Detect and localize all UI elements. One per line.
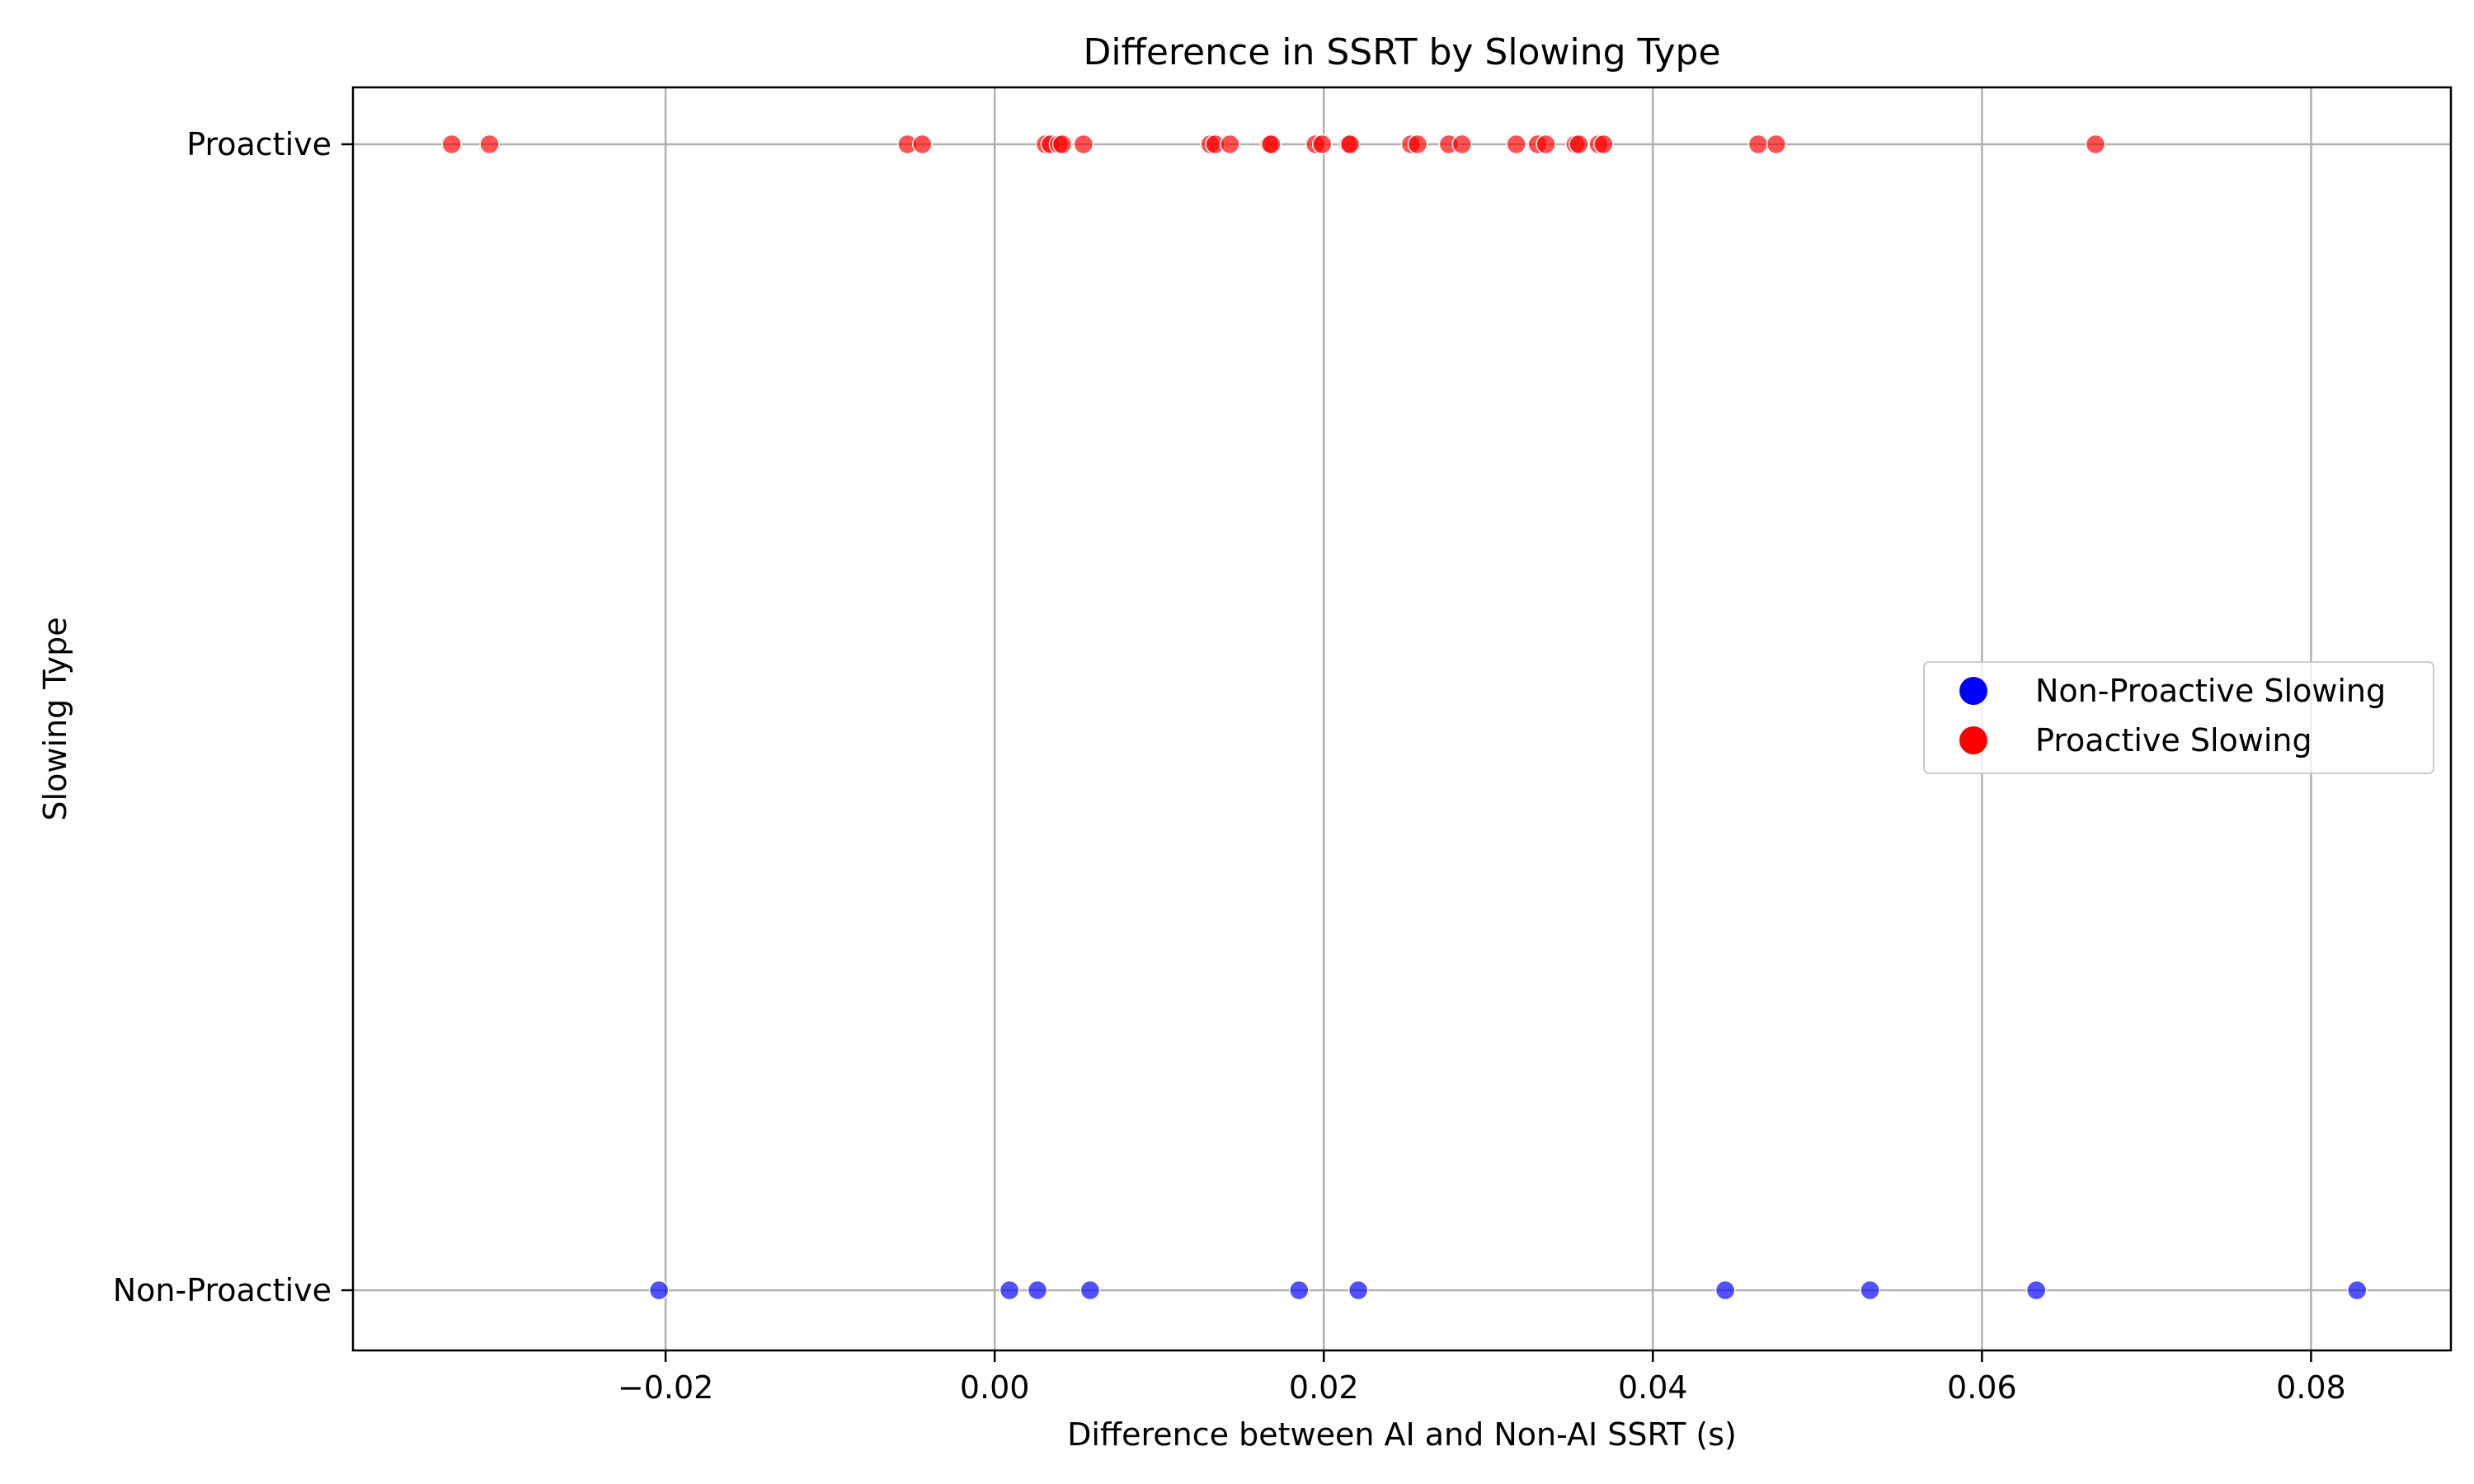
data-point	[1451, 134, 1473, 155]
y-axis-label: Slowing Type	[37, 617, 73, 820]
points-layer	[441, 134, 2368, 1301]
data-point	[1766, 134, 1787, 155]
data-point	[999, 1280, 1020, 1301]
ticks-layer: −0.02 0.00 0.02 0.04 0.06 0.08 Proactive Non-Pr…	[113, 126, 2346, 1406]
data-point	[2085, 134, 2106, 155]
data-point	[479, 134, 500, 155]
legend-label-proactive: Proactive Slowing	[2035, 722, 2312, 758]
data-point	[1593, 134, 1614, 155]
legend: Non-Proactive Slowing Proactive Slowing	[1923, 661, 2434, 774]
x-tick-label: 0.04	[1618, 1369, 1688, 1406]
data-point	[1536, 134, 1556, 155]
data-point	[1860, 1280, 1880, 1301]
data-point	[1311, 134, 1333, 155]
legend-frame	[1923, 661, 2434, 774]
data-point	[1289, 1280, 1310, 1301]
chart-title: Difference in SSRT by Slowing Type	[1083, 31, 1720, 73]
legend-marker-proactive	[1959, 726, 1987, 754]
x-tick-label: 0.00	[960, 1369, 1030, 1406]
data-point	[1339, 134, 1361, 155]
y-tick-label: Proactive	[186, 126, 332, 162]
x-axis-label: Difference between AI and Non-AI SSRT (s…	[1067, 1416, 1737, 1453]
data-point	[1073, 134, 1094, 155]
y-tick-label: Non-Proactive	[113, 1272, 332, 1308]
data-point	[2347, 1280, 2368, 1301]
data-point	[1261, 134, 1282, 155]
data-point	[1079, 1280, 1101, 1301]
x-tick-label: 0.08	[2276, 1369, 2346, 1406]
data-point	[648, 1280, 670, 1301]
data-point	[441, 134, 462, 155]
data-point	[1714, 1280, 1736, 1301]
data-point	[2025, 1280, 2047, 1301]
data-point	[1569, 134, 1589, 155]
data-point	[912, 134, 933, 155]
data-point	[1407, 134, 1428, 155]
x-tick-label: −0.02	[618, 1369, 713, 1406]
data-point	[1027, 1280, 1048, 1301]
legend-label-non-proactive: Non-Proactive Slowing	[2035, 673, 2386, 709]
data-point	[1220, 134, 1240, 155]
x-tick-label: 0.02	[1289, 1369, 1359, 1406]
legend-marker-non-proactive	[1959, 677, 1987, 705]
data-point	[1506, 134, 1526, 155]
data-point	[1747, 134, 1769, 155]
data-point	[1348, 1280, 1369, 1301]
x-tick-label: 0.06	[1947, 1369, 2017, 1406]
plot-frame	[351, 86, 2453, 1352]
data-point	[1051, 134, 1073, 155]
